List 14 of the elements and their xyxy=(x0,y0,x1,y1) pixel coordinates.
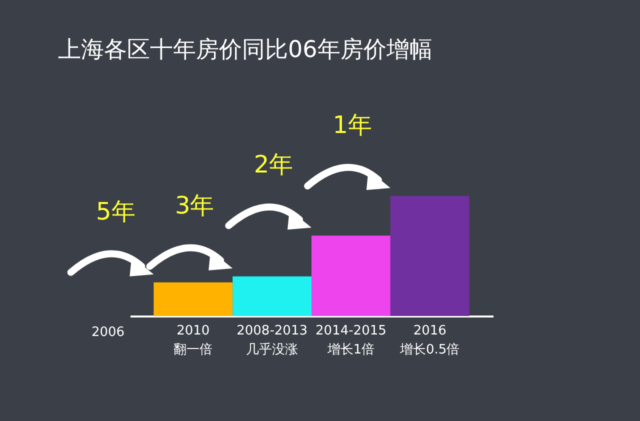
x-tick-label: 2008-2013 几乎没涨 xyxy=(236,324,308,358)
bar xyxy=(312,236,390,316)
annotation: 3年 xyxy=(174,191,214,220)
bar xyxy=(154,282,233,316)
text: 2年 xyxy=(254,150,294,179)
annotation: 5年 xyxy=(96,197,136,226)
text: 2006 xyxy=(91,325,125,340)
chart-title: 上海各区十年房价同比06年房价增幅 xyxy=(58,36,432,65)
text: 1年 xyxy=(332,111,372,139)
bar xyxy=(232,276,312,316)
bar xyxy=(390,196,470,316)
x-tick-label: 2016 增长0.5倍 xyxy=(399,324,460,358)
x-tick-label: 2010 翻一倍 xyxy=(174,324,213,358)
x-tick-label: 2014-2015 增长1倍 xyxy=(316,324,386,358)
